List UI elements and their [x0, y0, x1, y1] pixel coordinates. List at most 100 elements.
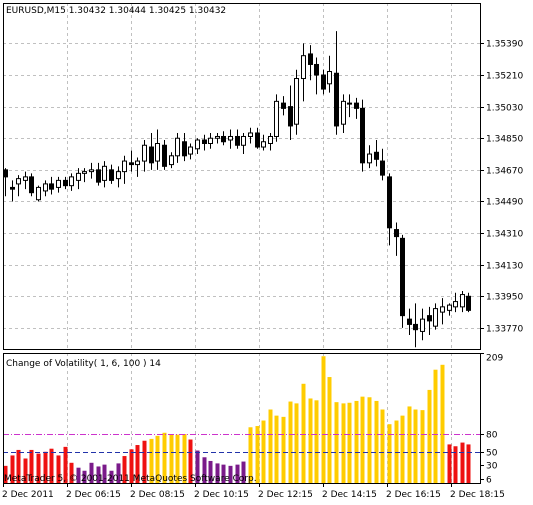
candle-body: [208, 137, 213, 145]
x-tick-label: 2 Dec 16:15: [386, 490, 441, 500]
main-chart-frame[interactable]: [3, 3, 481, 350]
indicator-frame[interactable]: [3, 353, 481, 484]
y-tick-label: 1.33950: [486, 293, 523, 303]
y-tick-label: 1.33770: [486, 325, 523, 335]
indicator-levels: [3, 434, 480, 453]
indicator-bar: [149, 438, 154, 483]
candle-body: [188, 146, 193, 155]
candle-body: [182, 141, 187, 157]
candle-body: [63, 179, 68, 187]
candles: [3, 31, 471, 348]
indicator-bar: [221, 464, 226, 483]
candle-body: [440, 306, 445, 313]
indicator-bar: [89, 462, 94, 483]
candle-body: [149, 146, 154, 164]
indicator-bar: [195, 450, 200, 483]
indicator-bar: [274, 415, 279, 483]
y-tick-label: 1.35390: [486, 40, 523, 50]
y-tick-label: 1.34670: [486, 167, 523, 177]
indicator-bar: [394, 420, 399, 483]
indicator-bar: [400, 415, 405, 483]
candle-body: [3, 169, 8, 178]
indicator-bar: [215, 463, 220, 483]
indicator-bar: [235, 464, 240, 483]
x-tick-label: 2 Dec 08:15: [130, 490, 185, 500]
indicator-bar: [228, 465, 233, 483]
indicator-bar: [129, 449, 134, 483]
indicator-bar: [208, 460, 213, 483]
candle-body: [36, 186, 41, 201]
indicator-bar: [241, 461, 246, 483]
watermark-text: MetaTrader 5, © 2001-2011 MetaQuotes Sof…: [4, 474, 257, 484]
indicator-bar: [29, 449, 34, 483]
indicator-bar: [36, 453, 41, 483]
candle-body: [162, 144, 167, 167]
candle-body: [96, 169, 101, 183]
candle-body: [215, 135, 220, 139]
candle-body: [49, 183, 54, 190]
indicator-bar: [49, 448, 54, 483]
indicator-bar: [63, 446, 68, 483]
y-tick-label: 1.35210: [486, 72, 523, 82]
indicator-bar: [407, 406, 412, 483]
candle-body: [129, 162, 134, 166]
indicator-bar: [169, 434, 174, 483]
indicator-bar: [56, 455, 61, 483]
x-tick-label: 2 Dec 06:15: [66, 490, 121, 500]
candle-body: [248, 132, 253, 137]
candle-body: [122, 160, 127, 173]
indicator-bar: [188, 439, 193, 483]
indicator-bar: [162, 432, 167, 483]
indicator-bar: [122, 456, 127, 483]
y-tick-label: 30: [486, 462, 498, 472]
candle-body: [135, 160, 140, 166]
main-grid: [3, 3, 480, 349]
candle-body: [394, 229, 399, 238]
candle-body: [228, 135, 233, 141]
candle-body: [360, 107, 365, 164]
candle-body: [10, 186, 15, 190]
indicator-bars: [3, 356, 471, 483]
candle-body: [466, 295, 471, 311]
candle-body: [195, 139, 200, 150]
candle-body: [288, 106, 293, 127]
indicator-bar: [334, 402, 339, 483]
indicator-bar: [453, 446, 458, 483]
indicator-bar: [82, 470, 87, 483]
candle-body: [387, 176, 392, 229]
indicator-bar: [182, 434, 187, 483]
candle-body: [380, 160, 385, 176]
indicator-bar: [202, 457, 207, 483]
indicator-bar: [69, 462, 74, 483]
y-tick-label: 80: [486, 431, 498, 441]
candle-body: [16, 178, 21, 185]
indicator-bar: [116, 463, 121, 483]
indicator-bar: [281, 416, 286, 483]
candle-body: [221, 135, 226, 143]
indicator-bar: [354, 400, 359, 483]
indicator-bar: [466, 444, 471, 483]
indicator-title: Change of Volatility( 1, 6, 100 ) 14: [6, 359, 161, 369]
indicator-value-axis: 209 80 50 30 6: [480, 353, 503, 486]
candle-body: [268, 135, 273, 145]
indicator-bar: [360, 396, 365, 483]
x-tick-label: 2 Dec 2011: [2, 490, 54, 500]
y-tick-label: 209: [486, 354, 503, 364]
candle-body: [169, 155, 174, 166]
candle-body: [308, 53, 313, 65]
candle-body: [89, 169, 94, 173]
indicator-bar: [248, 427, 253, 483]
candle-body: [202, 139, 207, 145]
indicator-bar: [374, 400, 379, 483]
candle-body: [427, 315, 432, 322]
candle-body: [43, 183, 48, 192]
candle-body: [235, 135, 240, 146]
candle-body: [29, 176, 34, 194]
indicator-bar: [135, 445, 140, 483]
indicator-bar: [460, 442, 465, 483]
y-tick-label: 1.34310: [486, 230, 523, 240]
candle-body: [354, 102, 359, 109]
indicator-bar: [102, 464, 107, 483]
candle-body: [433, 308, 438, 327]
